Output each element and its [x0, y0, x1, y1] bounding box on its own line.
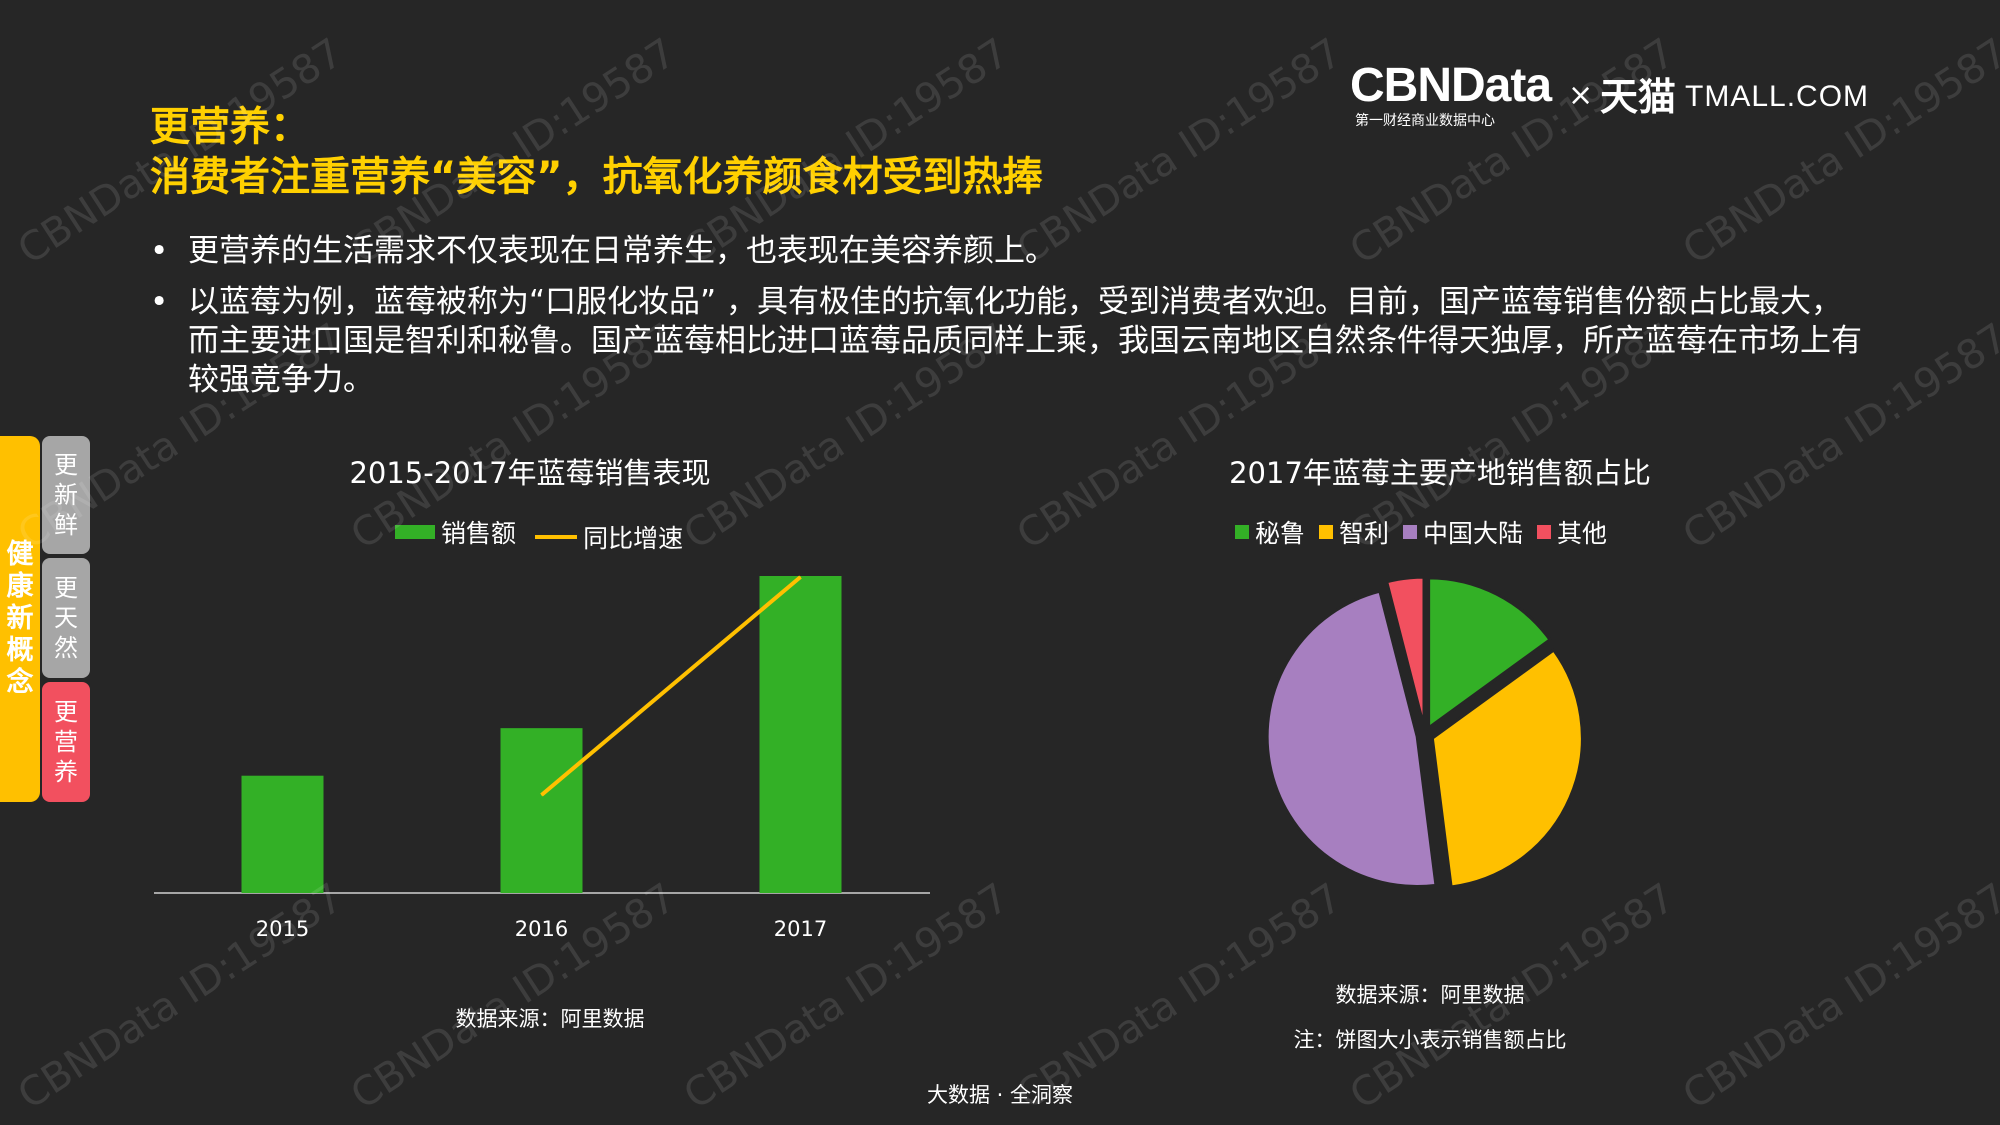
legend-label: 智利: [1339, 519, 1390, 548]
sidebar-main-label: 健康新概念: [6, 539, 34, 698]
x-tick-label: 2015: [256, 917, 309, 941]
legend-item-growth: 同比增速: [535, 519, 683, 555]
legend-swatch-line: [535, 535, 578, 539]
pie-chart-legend: 秘鲁 智利 中国大陆 其他: [1235, 514, 1755, 550]
legend-swatch: [1403, 525, 1418, 539]
legend-label: 中国大陆: [1423, 519, 1524, 548]
legend-label: 销售额: [441, 519, 517, 548]
pie-slice-中国大陆: [1265, 589, 1438, 888]
sidebar-tab-label: 更天然: [54, 574, 78, 662]
legend-item: 智利: [1319, 514, 1389, 550]
sidebar-tab-label: 更营养: [54, 698, 78, 786]
growth-point: [541, 794, 542, 796]
bar-2015: [241, 775, 324, 893]
page-title-line1: 更营养：: [150, 104, 310, 150]
bullet-list: 更营养的生活需求不仅表现在日常养生，也表现在美容养颜上。 以蓝莓为例，蓝莓被称为…: [150, 232, 1870, 412]
legend-swatch: [1537, 525, 1552, 539]
pie-chart-title: 2017年蓝莓主要产地销售额占比: [1229, 456, 1651, 490]
sidebar-tab-nutrition[interactable]: 更营养: [42, 682, 90, 802]
bar-chart-source: 数据来源：阿里数据: [455, 1007, 645, 1031]
tmall-logo-cn: 天猫: [1600, 75, 1677, 119]
bar-2016: [500, 728, 583, 893]
x-tick-label: 2017: [774, 917, 827, 941]
pie-slice-智利: [1430, 647, 1584, 889]
tmall-logo-en: TMALL.COM: [1685, 80, 1870, 113]
bar-chart-legend: 销售额 同比增速: [395, 514, 795, 555]
growth-point: [800, 576, 801, 578]
sidebar-tab-label: 更新鲜: [54, 451, 78, 539]
bar-chart-title: 2015-2017年蓝莓销售表现: [349, 456, 711, 490]
footer-tagline: 大数据 · 全洞察: [926, 1083, 1074, 1107]
logo-times-sign: ×: [1568, 78, 1594, 113]
sidebar-health-concept: 健康新概念: [0, 436, 40, 802]
pie-slice-其他: [1384, 575, 1426, 728]
pie-chart-source: 数据来源：阿里数据: [1335, 983, 1525, 1007]
legend-item-sales: 销售额: [395, 514, 516, 550]
legend-swatch-bar: [395, 525, 435, 539]
bullet-item: 更营养的生活需求不仅表现在日常养生，也表现在美容养颜上。: [150, 232, 1870, 271]
legend-label: 其他: [1557, 519, 1608, 548]
legend-swatch: [1319, 525, 1334, 539]
sidebar-tab-fresh[interactable]: 更新鲜: [42, 436, 90, 554]
bullet-item: 以蓝莓为例，蓝莓被称为“口服化妆品” ，具有极佳的抗氧化功能，受到消费者欢迎。目…: [150, 283, 1870, 400]
growth-line: [540, 575, 802, 797]
legend-swatch: [1235, 525, 1249, 539]
legend-label: 同比增速: [583, 524, 684, 553]
cbndata-logo: CBNData: [1350, 59, 1552, 112]
legend-item: 其他: [1537, 514, 1607, 550]
legend-item: 秘鲁: [1235, 514, 1305, 550]
legend-item: 中国大陆: [1403, 514, 1523, 550]
pie-chart-note: 注：饼图大小表示销售额占比: [1293, 1028, 1567, 1052]
pie-slice-秘鲁: [1427, 576, 1553, 731]
x-tick-label: 2016: [515, 917, 568, 941]
bar-chart: 2015 2016 2017: [154, 575, 930, 941]
page-title-line2: 消费者注重营养“美容”，抗氧化养颜食材受到热捧: [150, 154, 1043, 200]
pie-chart: [1265, 575, 1584, 889]
sidebar-tab-natural[interactable]: 更天然: [42, 558, 90, 678]
cbndata-logo-subtitle: 第一财经商业数据中心: [1355, 113, 1495, 129]
bar-2017: [759, 576, 842, 893]
legend-label: 秘鲁: [1255, 519, 1306, 548]
